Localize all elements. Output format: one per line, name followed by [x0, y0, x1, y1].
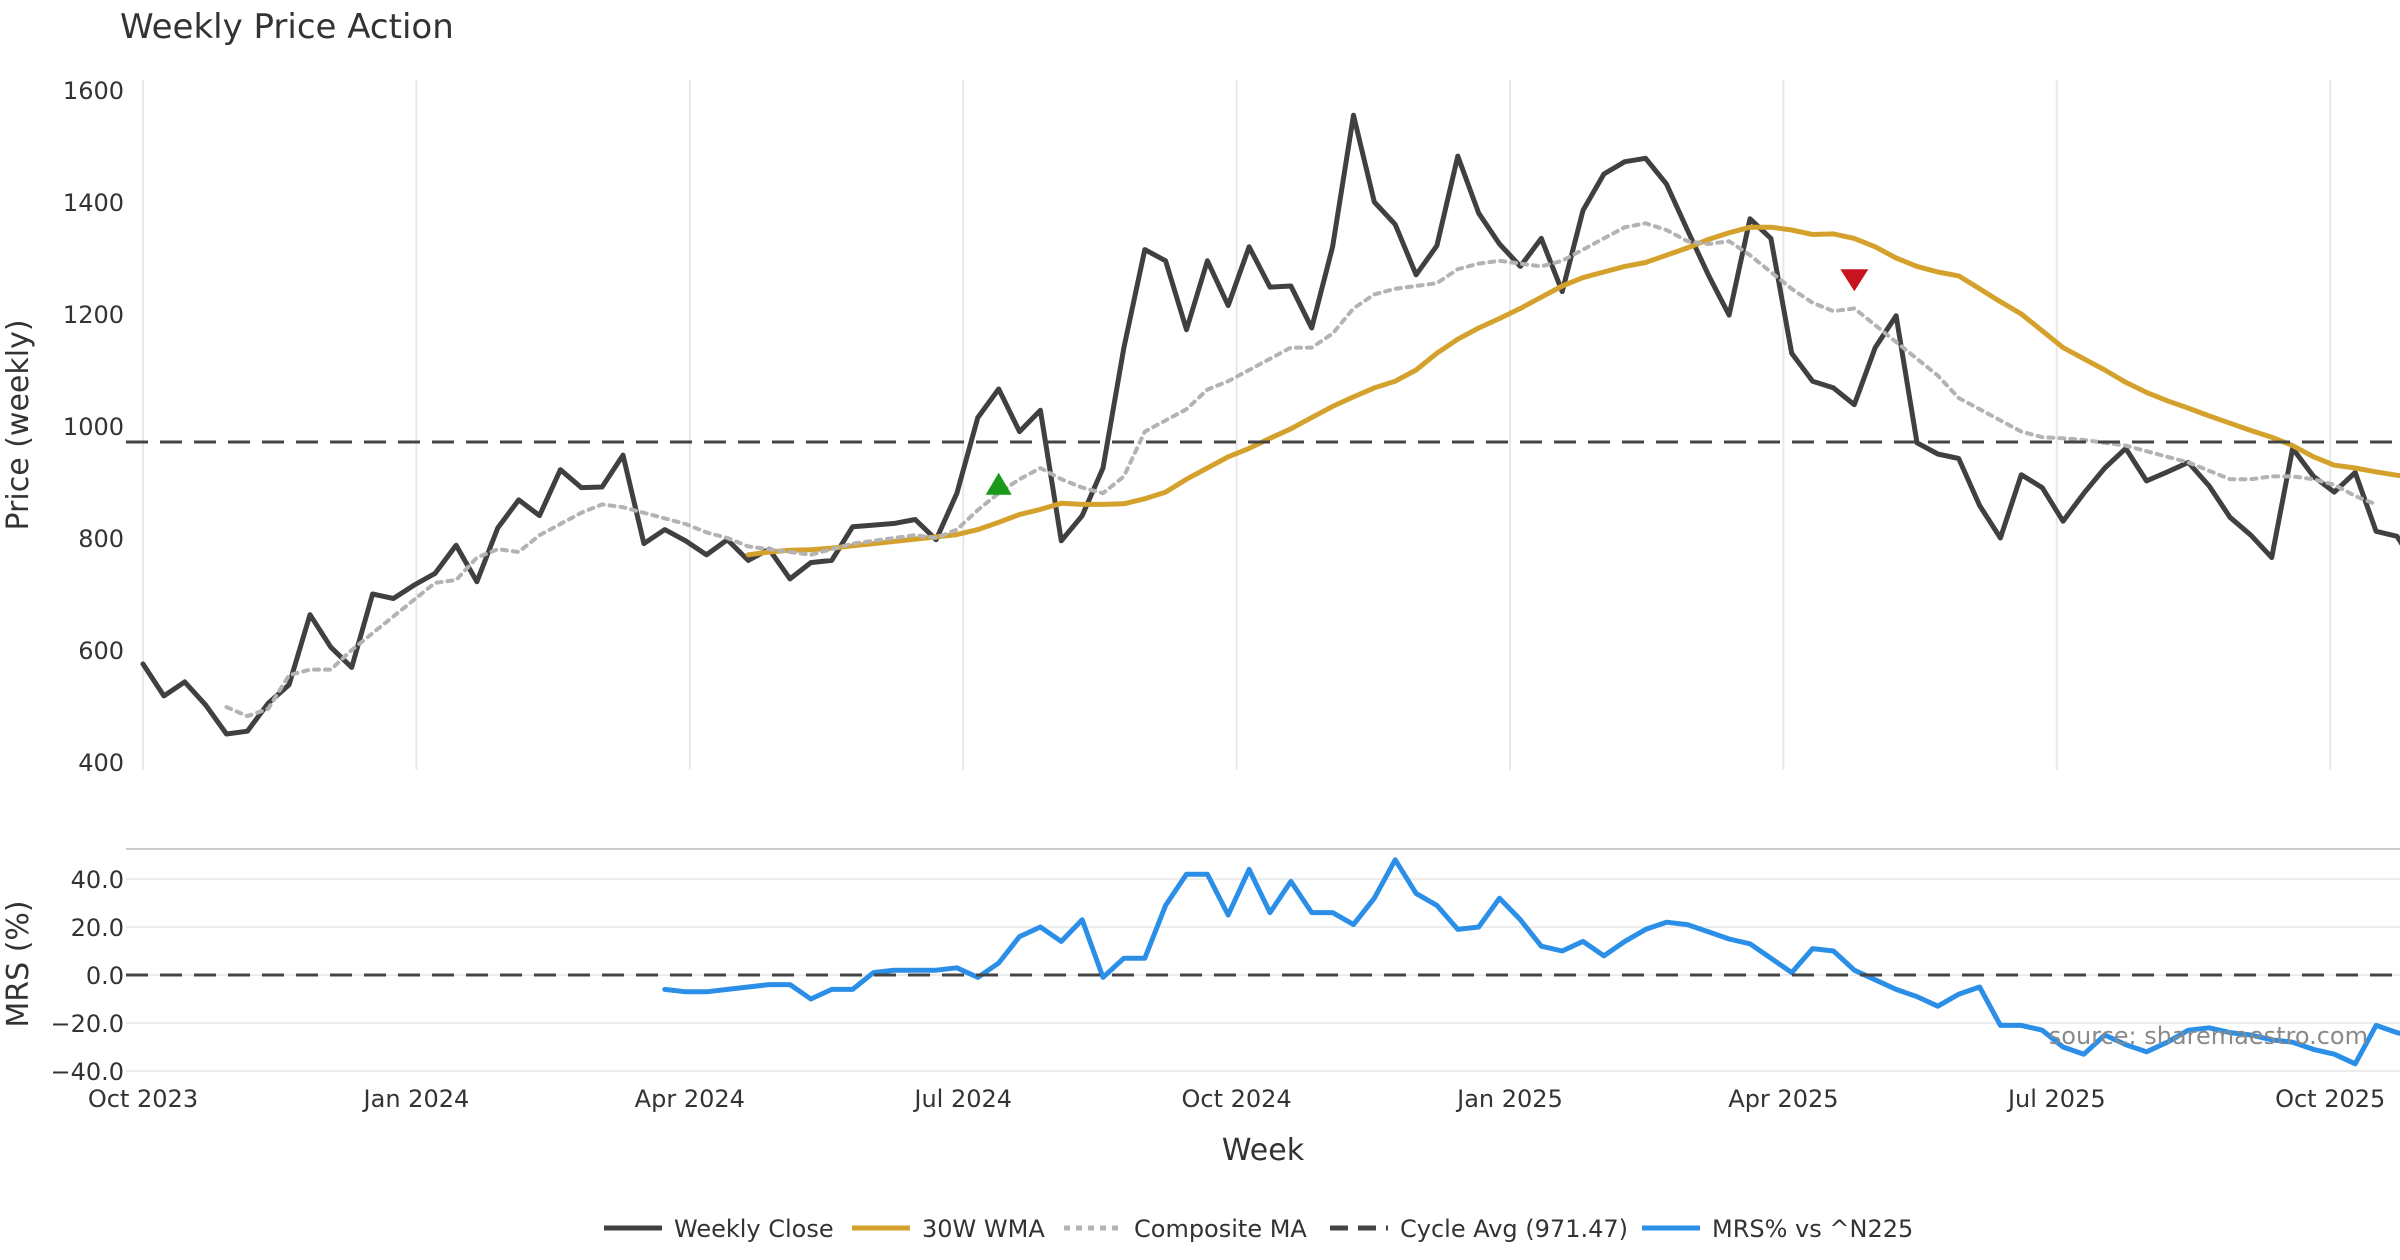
x-tick-label: Jan 2025 — [1455, 1085, 1563, 1113]
x-tick-label: Oct 2023 — [88, 1085, 198, 1113]
sell-signal-marker — [1840, 269, 1869, 292]
mrs-panel: MRS (%) −40.0 −20.0 0.0 20.0 40.0 source: sh… — [1, 848, 2400, 1086]
price-panel: Price (weekly) 400 600 800 1000 1200 1400 1600 — [1, 77, 2400, 777]
legend-label: MRS% vs ^N225 — [1712, 1215, 1913, 1243]
y-tick-label: 1200 — [63, 301, 124, 329]
x-axis-label: Week — [1222, 1133, 1305, 1168]
y-tick-label: 1400 — [63, 189, 124, 217]
y-tick-label: 600 — [78, 637, 124, 665]
x-tick-label: Jul 2024 — [912, 1085, 1012, 1113]
y-tick-label: 0.0 — [86, 962, 124, 990]
y-tick-label: 20.0 — [71, 914, 124, 942]
price-y-axis-label: Price (weekly) — [1, 319, 36, 530]
x-tick-label: Jul 2025 — [2006, 1085, 2106, 1113]
x-tick-label: Oct 2024 — [1181, 1085, 1291, 1113]
x-tick-label: Apr 2025 — [1728, 1085, 1838, 1113]
x-axis-ticks: Oct 2023 Jan 2024 Apr 2024 Jul 2024 Oct 2024… — [88, 1085, 2385, 1113]
legend-label: Composite MA — [1134, 1215, 1307, 1243]
series-30w-wma — [745, 224, 2400, 558]
x-tick-label: Oct 2025 — [2275, 1085, 2385, 1113]
y-tick-label: 400 — [78, 749, 124, 777]
legend-label: 30W WMA — [922, 1215, 1045, 1243]
series-composite-ma — [224, 221, 2379, 719]
buy-signal-marker — [985, 472, 1012, 495]
mrs-y-ticks: −40.0 −20.0 0.0 20.0 40.0 — [50, 866, 124, 1086]
price-series-layer — [126, 112, 2400, 737]
y-tick-label: 40.0 — [71, 866, 124, 894]
series-weekly-close — [140, 112, 2400, 737]
price-gridlines — [142, 80, 2332, 770]
legend-label: Weekly Close — [674, 1215, 834, 1243]
legend-label: Cycle Avg (971.47) — [1400, 1215, 1628, 1243]
x-tick-label: Jan 2024 — [362, 1085, 470, 1113]
y-tick-label: 1600 — [63, 77, 124, 105]
y-tick-label: 800 — [78, 525, 124, 553]
x-tick-label: Apr 2024 — [635, 1085, 745, 1113]
source-watermark: source: sharemaestro.com — [2049, 1022, 2368, 1050]
mrs-y-axis-label: MRS (%) — [1, 900, 36, 1027]
price-y-ticks: 400 600 800 1000 1200 1400 1600 — [63, 77, 124, 777]
price-markers-layer — [985, 269, 1869, 495]
y-tick-label: −20.0 — [50, 1010, 124, 1038]
legend: Weekly Close 30W WMA Composite MA Cycle Avg… — [604, 1215, 1913, 1243]
mrs-series-layer — [126, 857, 2400, 1067]
y-tick-label: −40.0 — [50, 1058, 124, 1086]
chart-title: Weekly Price Action — [120, 7, 454, 47]
series-mrs%-vs-^n225 — [662, 857, 2400, 1067]
y-tick-label: 1000 — [63, 413, 124, 441]
